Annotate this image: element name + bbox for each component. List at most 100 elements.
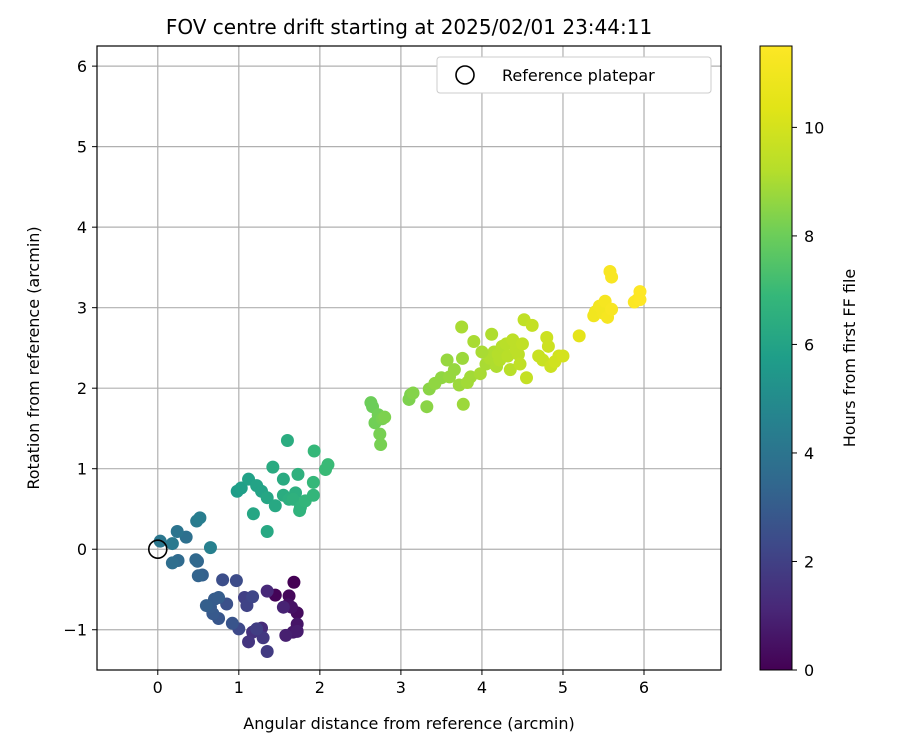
data-point <box>260 584 274 598</box>
data-point <box>520 371 534 385</box>
data-point <box>260 491 274 505</box>
legend-box <box>436 56 712 94</box>
plot-frame <box>96 45 722 671</box>
x-axis-ticks: 0 1 2 3 4 5 6 <box>153 670 649 697</box>
data-point <box>260 644 274 658</box>
data-point <box>276 472 290 486</box>
data-point <box>280 434 294 448</box>
data-point <box>447 363 461 377</box>
y-tick-label: 2 <box>77 379 87 398</box>
data-point <box>291 467 305 481</box>
colorbar: 0 2 4 6 8 10 Hours from first FF file <box>759 45 859 680</box>
data-point <box>307 444 321 458</box>
data-point <box>511 347 525 361</box>
legend: Reference platepar <box>436 56 712 94</box>
data-point <box>572 329 586 343</box>
data-point <box>420 400 434 414</box>
data-point <box>503 363 517 377</box>
data-point <box>556 349 570 363</box>
data-point <box>406 386 420 400</box>
data-point <box>193 511 207 525</box>
data-point <box>246 590 260 604</box>
data-point <box>541 339 555 353</box>
colorbar-tick-label: 10 <box>804 118 824 137</box>
data-point <box>203 541 217 555</box>
data-point <box>513 357 527 371</box>
data-point <box>633 293 647 307</box>
y-tick-label: 1 <box>77 460 87 479</box>
colorbar-tick-label: 6 <box>804 335 814 354</box>
data-point <box>260 525 274 539</box>
y-axis-ticks: −1 0 1 2 3 4 5 6 <box>63 57 97 640</box>
data-point <box>229 574 243 588</box>
data-point <box>306 475 320 489</box>
data-point <box>455 320 469 334</box>
colorbar-tick-label: 4 <box>804 444 814 463</box>
data-point <box>455 351 469 365</box>
y-tick-label: 5 <box>77 138 87 157</box>
x-tick-label: 2 <box>315 678 325 697</box>
data-point <box>246 507 260 521</box>
y-tick-label: 0 <box>77 540 87 559</box>
data-point <box>525 318 539 332</box>
data-point <box>306 488 320 502</box>
y-tick-label: 3 <box>77 299 87 318</box>
data-point <box>279 628 293 642</box>
data-point <box>191 569 205 583</box>
data-point <box>189 553 203 567</box>
data-point <box>170 525 184 539</box>
x-tick-label: 0 <box>153 678 163 697</box>
colorbar-ticks: 0 2 4 6 8 10 <box>792 118 824 680</box>
data-point <box>467 334 481 348</box>
data-point <box>485 327 499 341</box>
x-tick-label: 1 <box>234 678 244 697</box>
data-point <box>268 499 282 513</box>
data-point <box>515 337 529 351</box>
data-point <box>165 556 179 570</box>
y-axis-label: Rotation from reference (arcmin) <box>24 226 43 489</box>
data-point <box>276 600 290 614</box>
data-point <box>373 427 387 441</box>
legend-label: Reference platepar <box>502 66 655 85</box>
colorbar-tick-label: 8 <box>804 227 814 246</box>
colorbar-tick-label: 2 <box>804 552 814 571</box>
plot-area <box>97 46 721 670</box>
scatter-points <box>153 264 647 658</box>
y-tick-label: 6 <box>77 57 87 76</box>
data-point <box>473 367 487 381</box>
data-point <box>293 504 307 518</box>
x-axis-label: Angular distance from reference (arcmin) <box>243 714 574 733</box>
colorbar-gradient <box>759 45 793 671</box>
data-point <box>378 410 392 424</box>
data-point <box>321 458 335 472</box>
data-point <box>242 635 256 649</box>
colorbar-tick-label: 0 <box>804 661 814 680</box>
data-point <box>475 345 489 359</box>
data-point <box>234 481 248 495</box>
reference-platepar-marker <box>147 539 168 560</box>
data-point <box>374 438 388 452</box>
data-point <box>605 302 619 316</box>
y-tick-label: −1 <box>63 621 87 640</box>
data-point <box>290 624 304 638</box>
data-point <box>605 270 619 284</box>
data-point <box>440 353 454 367</box>
data-point <box>456 397 470 411</box>
chart-title: FOV centre drift starting at 2025/02/01 … <box>166 15 652 39</box>
x-tick-label: 6 <box>639 678 649 697</box>
data-point <box>225 616 239 630</box>
colorbar-label: Hours from first FF file <box>840 269 859 448</box>
data-point <box>250 622 264 636</box>
x-tick-label: 3 <box>396 678 406 697</box>
x-tick-label: 4 <box>477 678 487 697</box>
data-point <box>212 591 226 605</box>
legend-open-circle-icon <box>455 65 475 85</box>
data-point <box>216 573 230 587</box>
data-point <box>266 460 280 474</box>
data-point <box>287 575 301 589</box>
x-tick-label: 5 <box>558 678 568 697</box>
y-tick-label: 4 <box>77 218 87 237</box>
data-point <box>165 537 179 551</box>
data-point <box>199 599 213 613</box>
